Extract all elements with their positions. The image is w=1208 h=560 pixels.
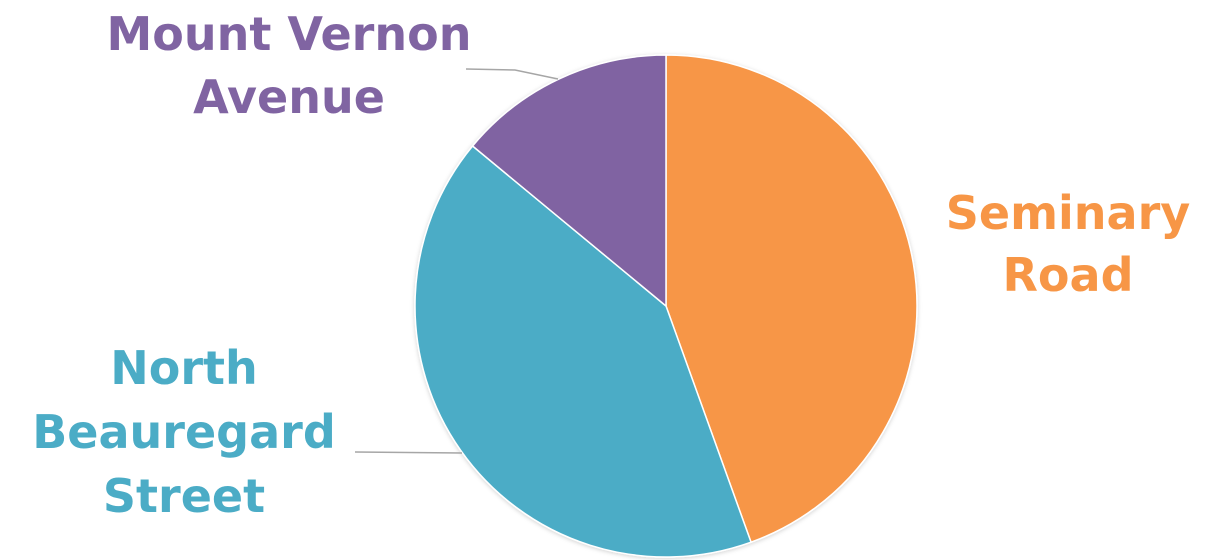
slice-label-line: Seminary [946,186,1191,240]
leader-line-beauregard [354,451,463,454]
slice-label-beauregard: North Beauregard Street [32,341,336,523]
slice-label-line: Beauregard [32,405,336,459]
slice-label-line: Mount Vernon [107,7,472,61]
slice-label-mountvernon: Mount Vernon Avenue [107,7,472,124]
pie-slice-beauregard [414,145,752,558]
slice-label-line: Avenue [193,70,385,124]
slice-label-line: Street [103,469,265,523]
slice-label-seminary: Seminary Road [946,186,1191,302]
slice-labels: Seminary Road North Beauregard Street Mount V… [32,7,1190,523]
pie-slices [414,54,918,558]
pie-slice-seminary [665,54,918,543]
slice-label-line: Road [1003,248,1134,302]
pie-slice-mountvernon [471,54,667,307]
leader-lines [354,68,559,454]
leader-line-mountvernon [465,68,559,80]
slice-label-line: North [110,341,258,395]
